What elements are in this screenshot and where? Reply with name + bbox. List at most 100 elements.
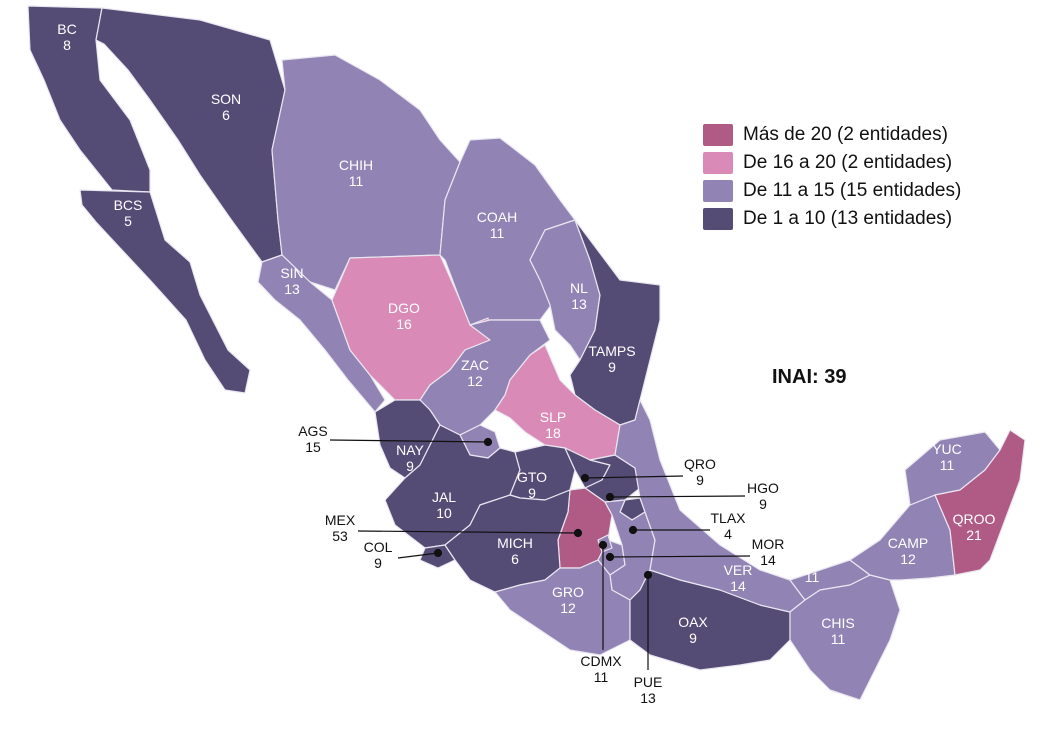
state-value-ags: 15 (305, 439, 321, 455)
leader-dot-mor (605, 552, 615, 562)
leader-line-ags (329, 439, 489, 443)
state-code-nl: NL (570, 280, 588, 296)
state-value-camp: 12 (900, 551, 916, 567)
state-code-camp: CAMP (888, 535, 928, 551)
state-value-zac: 12 (467, 373, 483, 389)
state-value-sin: 13 (284, 281, 300, 297)
state-code-tab: TAB (799, 553, 825, 569)
legend-item: De 16 a 20 (2 entidades) (703, 149, 961, 177)
state-code-hgo: HGO (747, 480, 779, 496)
state-value-mich: 6 (511, 551, 519, 567)
legend-swatch (703, 180, 733, 202)
leader-dot-pue (643, 570, 653, 580)
state-code-chih: CHIH (339, 157, 373, 173)
state-value-dgo: 16 (396, 316, 412, 332)
state-code-zac: ZAC (461, 357, 489, 373)
state-value-pue: 13 (640, 690, 656, 706)
state-code-tlax: TLAX (710, 510, 746, 526)
state-code-bc: BC (57, 21, 76, 37)
leader-dot-tlax (628, 525, 638, 535)
leader-line-hgo (609, 495, 746, 498)
state-code-sin: SIN (280, 265, 303, 281)
state-code-yuc: YUC (932, 441, 962, 457)
state-code-nay: NAY (396, 442, 424, 458)
legend: Más de 20 (2 entidades) De 16 a 20 (2 ent… (703, 121, 961, 233)
state-value-son: 6 (222, 107, 230, 123)
state-value-bc: 8 (63, 37, 71, 53)
leader-line-mex (357, 530, 579, 534)
state-code-slp: SLP (540, 409, 566, 425)
state-value-cdmx: 11 (594, 669, 609, 685)
state-value-bcs: 5 (124, 213, 132, 229)
state-value-mex: 53 (332, 528, 348, 544)
leader-line-qro (584, 475, 684, 479)
legend-label: De 16 a 20 (2 entidades) (743, 152, 953, 173)
leader-line-mor (609, 555, 751, 558)
state-gro (494, 559, 631, 656)
state-value-coah: 11 (490, 225, 505, 241)
state-value-nay: 9 (406, 458, 414, 474)
state-value-tamps: 9 (608, 359, 616, 375)
legend-swatch (703, 152, 733, 174)
state-value-chih: 11 (349, 173, 364, 189)
state-value-nl: 13 (571, 296, 587, 312)
state-value-tlax: 4 (724, 526, 732, 542)
leader-dot-mex (573, 528, 583, 538)
leader-dot-qro (580, 473, 590, 483)
legend-label: Más de 20 (2 entidades) (743, 124, 948, 145)
state-value-chis: 11 (831, 631, 846, 647)
legend-swatch (703, 124, 733, 146)
state-bcs (79, 189, 251, 394)
state-code-mich: MICH (497, 535, 533, 551)
state-code-mex: MEX (325, 512, 356, 528)
state-code-qro: QRO (684, 456, 716, 472)
state-code-tamps: TAMPS (588, 343, 635, 359)
state-code-ver: VER (724, 562, 753, 578)
leader-line-col (397, 552, 439, 559)
state-value-gto: 9 (528, 485, 536, 501)
leader-dot-cdmx (598, 540, 608, 550)
state-qroo (934, 429, 1026, 576)
state-code-dgo: DGO (388, 300, 420, 316)
state-code-bcs: BCS (114, 197, 143, 213)
leader-dot-hgo (605, 492, 615, 502)
legend-label: De 1 a 10 (13 entidades) (743, 208, 953, 229)
state-value-hgo: 9 (759, 496, 767, 512)
state-code-gro: GRO (552, 584, 584, 600)
state-value-tab: 11 (805, 569, 820, 585)
state-code-ags: AGS (298, 423, 328, 439)
state-code-chis: CHIS (821, 615, 854, 631)
state-code-oax: OAX (678, 614, 708, 630)
state-value-gro: 12 (560, 600, 576, 616)
legend-item: De 11 a 15 (15 entidades) (703, 177, 961, 205)
state-code-gto: GTO (517, 469, 547, 485)
state-value-col: 9 (374, 555, 382, 571)
legend-item: Más de 20 (2 entidades) (703, 121, 961, 149)
state-code-coah: COAH (477, 209, 517, 225)
state-value-qroo: 21 (966, 527, 982, 543)
leader-dot-col (433, 548, 443, 558)
legend-label: De 11 a 15 (15 entidades) (743, 180, 962, 201)
state-value-oax: 9 (689, 630, 697, 646)
state-value-qro: 9 (696, 472, 704, 488)
state-value-yuc: 11 (940, 457, 955, 473)
state-code-qroo: QROO (953, 511, 996, 527)
state-mich (444, 489, 571, 593)
state-ver (614, 399, 806, 613)
state-code-pue: PUE (634, 674, 663, 690)
state-code-mor: MOR (752, 536, 785, 552)
state-code-son: SON (211, 91, 241, 107)
state-value-mor: 14 (760, 552, 776, 568)
state-value-ver: 14 (730, 578, 746, 594)
inai-total: INAI: 39 (772, 366, 847, 388)
leader-dot-ags (483, 437, 493, 447)
state-sin (257, 254, 386, 413)
state-code-col: COL (364, 539, 393, 555)
state-code-cdmx: CDMX (580, 653, 622, 669)
state-value-slp: 18 (545, 425, 561, 441)
state-code-jal: JAL (432, 489, 456, 505)
legend-item: De 1 a 10 (13 entidades) (703, 205, 961, 233)
legend-swatch (703, 208, 733, 230)
state-chis (789, 574, 901, 701)
